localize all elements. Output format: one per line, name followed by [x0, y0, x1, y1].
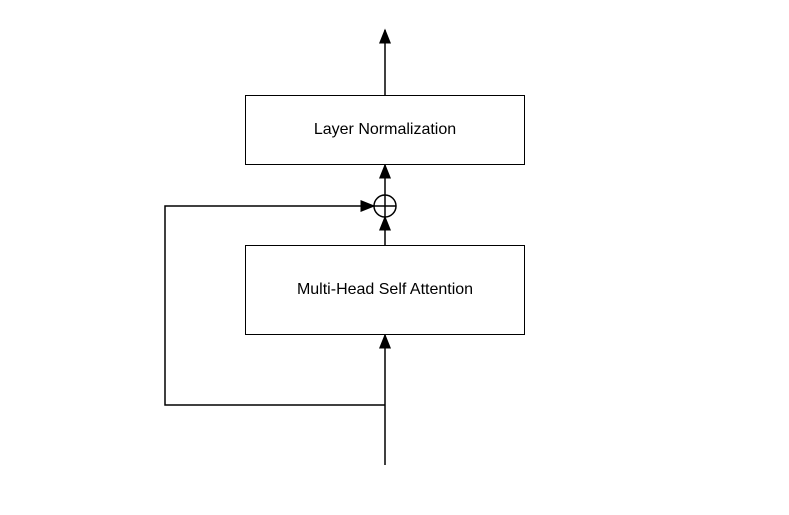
multi-head-self-attention-box: Multi-Head Self Attention [245, 245, 525, 335]
diagram-canvas: Layer Normalization Multi-Head Self Atte… [0, 0, 789, 510]
multi-head-self-attention-label: Multi-Head Self Attention [297, 281, 473, 299]
layer-normalization-label: Layer Normalization [314, 121, 456, 139]
layer-normalization-box: Layer Normalization [245, 95, 525, 165]
